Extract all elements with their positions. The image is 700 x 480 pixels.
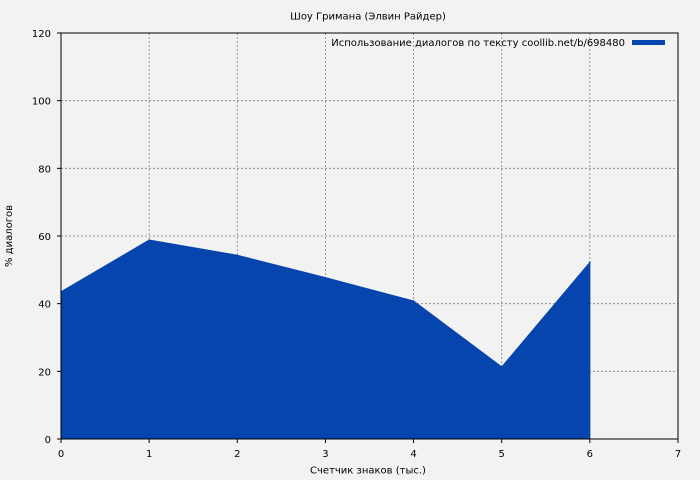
area-data-point (412, 300, 415, 302)
x-tick-label: 5 (499, 449, 505, 460)
x-tick-label: 2 (234, 449, 240, 460)
x-tick-label: 0 (58, 449, 64, 460)
y-tick-label: 100 (32, 97, 51, 108)
legend-swatch (632, 40, 665, 45)
y-tick-label: 80 (38, 164, 51, 175)
x-tick-label: 7 (675, 449, 681, 460)
area-series (60, 239, 591, 440)
x-tick-label: 4 (410, 449, 416, 460)
y-tick-label: 60 (38, 232, 51, 243)
y-axis-label: % диалогов (4, 205, 15, 267)
legend: Использование диалогов по тексту coollib… (331, 38, 665, 49)
y-tick-label: 40 (38, 300, 51, 311)
x-tick-label: 1 (146, 449, 152, 460)
y-tick-label: 0 (45, 435, 51, 446)
area-data-point (589, 261, 591, 264)
area-data-point (236, 254, 239, 257)
x-tick-label: 6 (587, 449, 593, 460)
x-tick-label: 3 (322, 449, 328, 460)
y-tick-label: 20 (38, 367, 51, 378)
x-axis-label: Счетчик знаков (тыс.) (310, 466, 426, 477)
legend-label: Использование диалогов по тексту coollib… (331, 38, 625, 49)
area-data-point (324, 276, 327, 279)
chart-title: Шоу Гримана (Элвин Райдер) (290, 12, 446, 23)
area-layer (60, 239, 591, 440)
y-tick-label: 120 (32, 29, 51, 40)
area-data-point (500, 366, 503, 368)
ticks: 0 1 2 3 4 5 6 7 0 20 40 60 80 100 120 (32, 29, 681, 460)
area-data-point (148, 239, 150, 241)
